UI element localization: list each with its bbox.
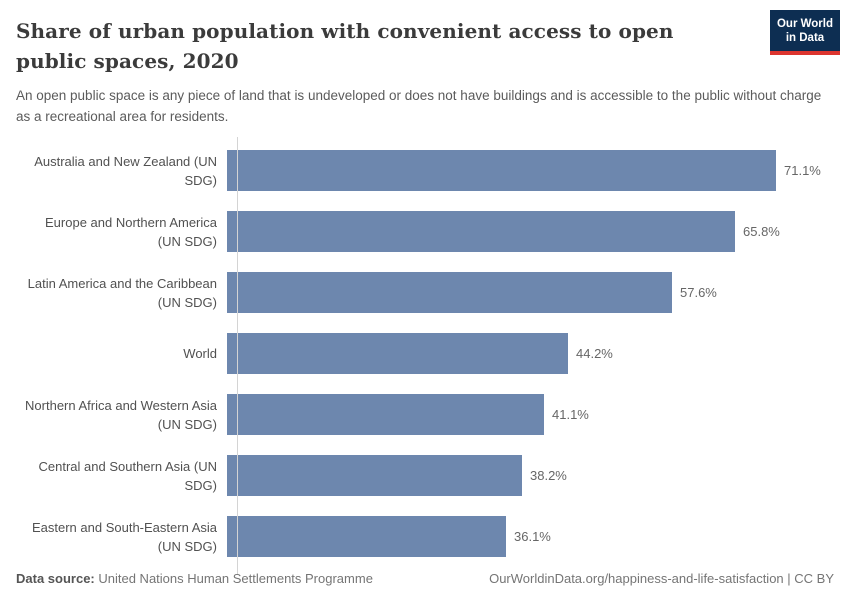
bar[interactable] — [227, 455, 522, 496]
owid-logo[interactable]: Our World in Data — [770, 10, 840, 55]
chart-footer: Data source: United Nations Human Settle… — [16, 571, 834, 586]
value-label: 44.2% — [576, 346, 613, 361]
y-axis-line — [237, 137, 238, 575]
data-source-label: Data source: — [16, 571, 95, 586]
bar-row: Northern Africa and Western Asia (UN SDG… — [0, 384, 850, 445]
owid-logo-line1: Our World — [776, 18, 833, 30]
bar[interactable] — [227, 211, 735, 252]
chart-header: Share of urban population with convenien… — [0, 0, 850, 127]
data-source-value: United Nations Human Settlements Program… — [94, 571, 373, 586]
bar-track: 41.1% — [227, 394, 850, 435]
bar[interactable] — [227, 516, 506, 557]
category-label: Northern Africa and Western Asia (UN SDG… — [25, 397, 217, 432]
bar-track: 36.1% — [227, 516, 850, 557]
license-label: CC BY — [794, 571, 834, 586]
value-label: 38.2% — [530, 468, 567, 483]
bar-track: 38.2% — [227, 455, 850, 496]
bar-row: Europe and Northern America (UN SDG) 65.… — [0, 201, 850, 262]
category-label: Europe and Northern America (UN SDG) — [45, 214, 217, 249]
bar-row: Latin America and the Caribbean (UN SDG)… — [0, 262, 850, 323]
category-label: World — [183, 346, 217, 361]
bar-track: 71.1% — [227, 150, 850, 191]
bar-row: Australia and New Zealand (UN SDG) 71.1% — [0, 140, 850, 201]
value-label: 71.1% — [784, 163, 821, 178]
bar[interactable] — [227, 333, 568, 374]
chart-title: Share of urban population with convenien… — [16, 19, 674, 73]
category-label: Australia and New Zealand (UN SDG) — [34, 153, 217, 188]
bar-chart: Australia and New Zealand (UN SDG) 71.1%… — [0, 137, 850, 575]
bar-row: Central and Southern Asia (UN SDG) 38.2% — [0, 445, 850, 506]
bar-track: 44.2% — [227, 333, 850, 374]
owid-url-link[interactable]: OurWorldinData.org/happiness-and-life-sa… — [489, 571, 784, 586]
value-label: 36.1% — [514, 529, 551, 544]
bar[interactable] — [227, 394, 544, 435]
attribution-note: OurWorldinData.org/happiness-and-life-sa… — [489, 571, 834, 586]
data-source-note: Data source: United Nations Human Settle… — [16, 571, 373, 586]
bar-row: World 44.2% — [0, 323, 850, 384]
bar-rows-container: Australia and New Zealand (UN SDG) 71.1%… — [0, 140, 850, 567]
bar-row: Eastern and South-Eastern Asia (UN SDG) … — [0, 506, 850, 567]
value-label: 65.8% — [743, 224, 780, 239]
value-label: 41.1% — [552, 407, 589, 422]
bar[interactable] — [227, 272, 672, 313]
bar[interactable] — [227, 150, 776, 191]
bar-track: 57.6% — [227, 272, 850, 313]
category-label: Eastern and South-Eastern Asia (UN SDG) — [31, 519, 217, 554]
value-label: 57.6% — [680, 285, 717, 300]
owid-logo-line2: in Data — [785, 32, 825, 44]
bar-track: 65.8% — [227, 211, 850, 252]
category-label: Latin America and the Caribbean (UN SDG) — [27, 275, 217, 310]
category-label: Central and Southern Asia (UN SDG) — [38, 458, 217, 493]
chart-subtitle: An open public space is any piece of lan… — [16, 88, 822, 124]
footer-separator: | — [783, 571, 795, 586]
